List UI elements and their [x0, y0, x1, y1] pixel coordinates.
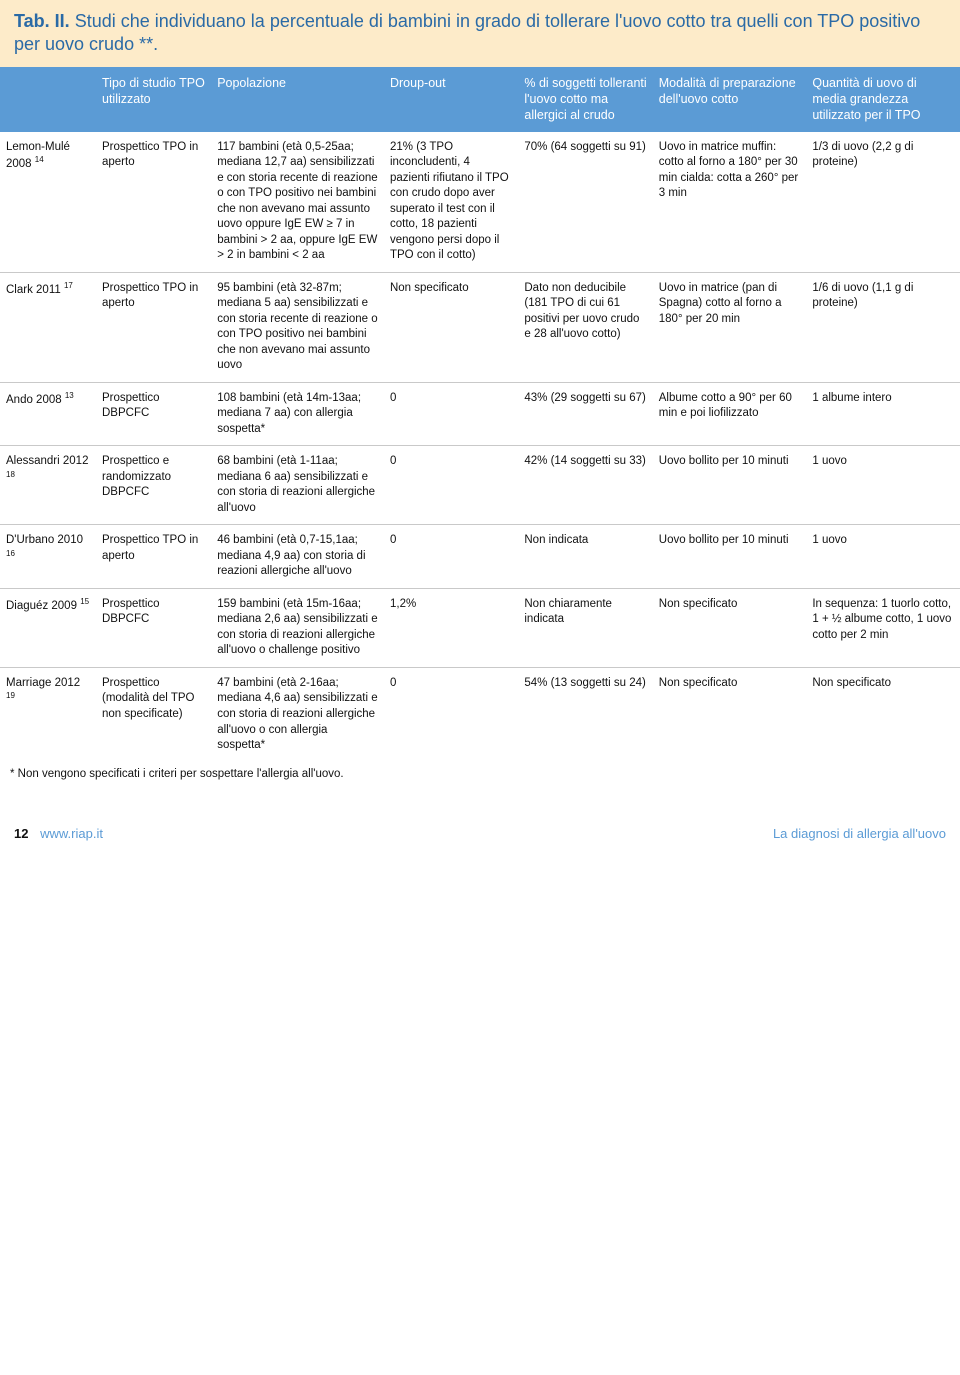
col-header: Modalità di preparazione dell'uovo cotto [653, 67, 807, 132]
cell-dropout: 0 [384, 382, 518, 446]
caption-prefix: Tab. II. [14, 11, 70, 31]
study-name: Alessandri 2012 [6, 455, 88, 467]
cell-dropout: 1,2% [384, 588, 518, 667]
study-ref: 13 [65, 391, 74, 400]
study-name: Marriage 2012 [6, 677, 80, 689]
cell-pct: Non chiaramente indicata [518, 588, 652, 667]
study-cell: Marriage 2012 19 [0, 667, 96, 761]
table-row: Ando 2008 13Prospettico DBPCFC108 bambin… [0, 382, 960, 446]
cell-quantita: In sequenza: 1 tuorlo cotto, 1 + ½ album… [806, 588, 960, 667]
cell-popolazione: 46 bambini (età 0,7-15,1aa; mediana 4,9 … [211, 525, 384, 589]
cell-popolazione: 47 bambini (età 2-16aa; mediana 4,6 aa) … [211, 667, 384, 761]
study-cell: Clark 2011 17 [0, 272, 96, 382]
study-ref: 18 [6, 470, 15, 479]
table-header-row: Tipo di studio TPO utilizzato Popolazion… [0, 67, 960, 132]
table-row: Clark 2011 17Prospettico TPO in aperto95… [0, 272, 960, 382]
study-ref: 15 [80, 597, 89, 606]
cell-popolazione: 68 bambini (età 1-11aa; mediana 6 aa) se… [211, 446, 384, 525]
cell-tipo: Prospettico (modalità del TPO non specif… [96, 667, 211, 761]
study-cell: Ando 2008 13 [0, 382, 96, 446]
study-ref: 14 [35, 155, 44, 164]
cell-pct: 54% (13 soggetti su 24) [518, 667, 652, 761]
cell-tipo: Prospettico e randomizzato DBPCFC [96, 446, 211, 525]
footer-right: La diagnosi di allergia all'uovo [773, 826, 946, 841]
cell-pct: Dato non deducibile (181 TPO di cui 61 p… [518, 272, 652, 382]
page-footer: 12 www.riap.it La diagnosi di allergia a… [0, 820, 960, 855]
cell-modalita: Non specificato [653, 588, 807, 667]
study-ref: 19 [6, 691, 15, 700]
study-name: Clark 2011 [6, 283, 61, 295]
study-name: Diaguéz 2009 [6, 600, 77, 612]
col-header: % di soggetti tolleranti l'uovo cotto ma… [518, 67, 652, 132]
cell-quantita: 1 uovo [806, 525, 960, 589]
col-header: Quantità di uovo di media grandezza util… [806, 67, 960, 132]
table-row: Lemon-Mulé 2008 14Prospettico TPO in ape… [0, 132, 960, 273]
table-row: Marriage 2012 19Prospettico (modalità de… [0, 667, 960, 761]
study-cell: Diaguéz 2009 15 [0, 588, 96, 667]
cell-tipo: Prospettico DBPCFC [96, 382, 211, 446]
cell-dropout: 0 [384, 446, 518, 525]
cell-popolazione: 117 bambini (età 0,5-25aa; mediana 12,7 … [211, 132, 384, 273]
cell-quantita: 1/3 di uovo (2,2 g di proteine) [806, 132, 960, 273]
cell-tipo: Prospettico TPO in aperto [96, 525, 211, 589]
cell-dropout: 21% (3 TPO inconcludenti, 4 pazienti rif… [384, 132, 518, 273]
studies-table: Tipo di studio TPO utilizzato Popolazion… [0, 67, 960, 762]
cell-popolazione: 159 bambini (età 15m-16aa; mediana 2,6 a… [211, 588, 384, 667]
cell-modalita: Albume cotto a 90° per 60 min e poi liof… [653, 382, 807, 446]
table-row: D'Urbano 2010 16Prospettico TPO in apert… [0, 525, 960, 589]
table-body: Lemon-Mulé 2008 14Prospettico TPO in ape… [0, 132, 960, 762]
cell-tipo: Prospettico TPO in aperto [96, 132, 211, 273]
cell-pct: 42% (14 soggetti su 33) [518, 446, 652, 525]
cell-tipo: Prospettico TPO in aperto [96, 272, 211, 382]
cell-pct: 70% (64 soggetti su 91) [518, 132, 652, 273]
cell-tipo: Prospettico DBPCFC [96, 588, 211, 667]
cell-pct: 43% (29 soggetti su 67) [518, 382, 652, 446]
table-footnote: * Non vengono specificati i criteri per … [0, 762, 960, 820]
cell-quantita: Non specificato [806, 667, 960, 761]
table-caption: Tab. II. Studi che individuano la percen… [0, 0, 960, 67]
col-header: Popolazione [211, 67, 384, 132]
cell-dropout: Non specificato [384, 272, 518, 382]
study-ref: 17 [64, 281, 73, 290]
cell-dropout: 0 [384, 525, 518, 589]
cell-modalita: Uovo in matrice (pan di Spagna) cotto al… [653, 272, 807, 382]
study-cell: Alessandri 2012 18 [0, 446, 96, 525]
page-number: 12 [14, 826, 28, 841]
caption-text: Studi che individuano la percentuale di … [14, 11, 920, 54]
cell-quantita: 1 albume intero [806, 382, 960, 446]
cell-quantita: 1/6 di uovo (1,1 g di proteine) [806, 272, 960, 382]
table-row: Diaguéz 2009 15Prospettico DBPCFC159 bam… [0, 588, 960, 667]
study-name: Ando 2008 [6, 394, 62, 406]
cell-quantita: 1 uovo [806, 446, 960, 525]
site-url: www.riap.it [40, 826, 103, 841]
table-row: Alessandri 2012 18Prospettico e randomiz… [0, 446, 960, 525]
cell-dropout: 0 [384, 667, 518, 761]
study-ref: 16 [6, 549, 15, 558]
cell-modalita: Uovo bollito per 10 minuti [653, 525, 807, 589]
col-header: Tipo di studio TPO utilizzato [96, 67, 211, 132]
study-name: D'Urbano 2010 [6, 534, 83, 546]
cell-modalita: Uovo in matrice muffin: cotto al forno a… [653, 132, 807, 273]
col-header: Droup-out [384, 67, 518, 132]
study-cell: D'Urbano 2010 16 [0, 525, 96, 589]
col-header [0, 67, 96, 132]
footer-left: 12 www.riap.it [14, 826, 103, 841]
cell-popolazione: 108 bambini (età 14m-13aa; mediana 7 aa)… [211, 382, 384, 446]
cell-popolazione: 95 bambini (età 32-87m; mediana 5 aa) se… [211, 272, 384, 382]
cell-modalita: Uovo bollito per 10 minuti [653, 446, 807, 525]
study-cell: Lemon-Mulé 2008 14 [0, 132, 96, 273]
cell-pct: Non indicata [518, 525, 652, 589]
cell-modalita: Non specificato [653, 667, 807, 761]
